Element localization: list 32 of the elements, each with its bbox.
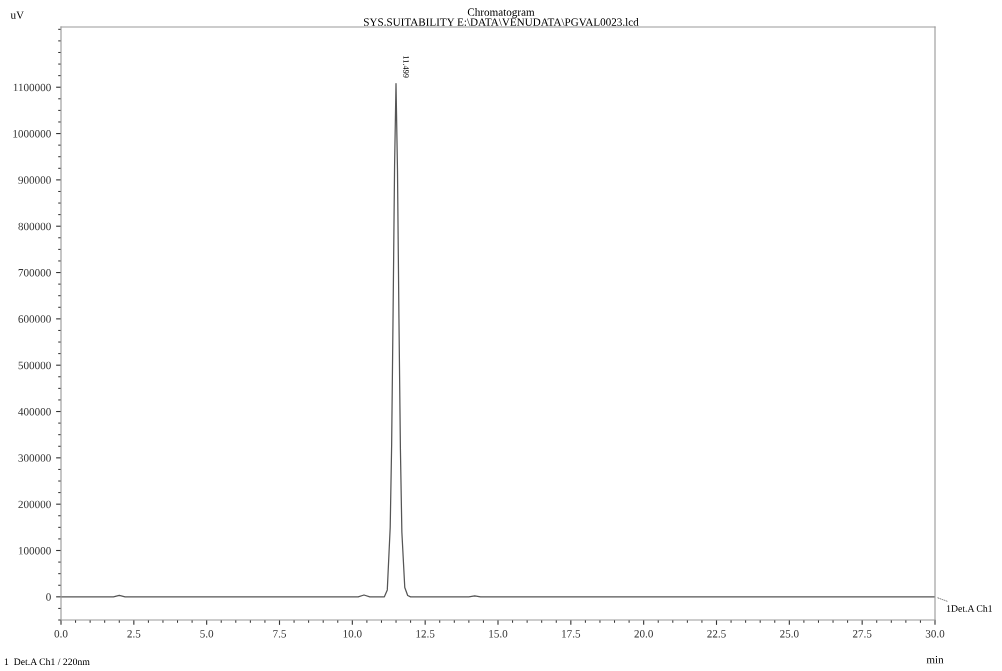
y-tick-label: 900000 <box>18 176 51 184</box>
y-tick-label: 600000 <box>18 315 51 323</box>
x-tick-label: 20.0 <box>634 630 653 638</box>
y-tick-label: 400000 <box>18 407 51 416</box>
annotation: 11.499 <box>403 56 409 78</box>
chart-subtitle: SYS.SUITABILITY E:\DATA\VENUDATA\PGVAL0023.lcd <box>364 18 639 26</box>
x-tick-label: 15.0 <box>489 630 508 638</box>
chart-title: Chromatogram <box>467 8 535 19</box>
annotation: 1Det.A Ch1 <box>946 604 992 612</box>
x-tick-label: 22.5 <box>707 630 726 638</box>
x-tick-label: 12.5 <box>416 630 435 638</box>
x-tick-label: 7.5 <box>273 630 287 638</box>
x-tick-label: 25.0 <box>780 630 799 638</box>
x-tick-label: 5.0 <box>200 630 214 638</box>
text: 1 Det.A Ch1 / 220nm <box>4 658 90 666</box>
y-axis-title: uV <box>10 11 24 19</box>
x-tick-label: 17.5 <box>562 630 581 638</box>
y-tick-label: 300000 <box>18 454 51 462</box>
x-tick-label: 10.0 <box>343 630 362 638</box>
y-tick-label: 500000 <box>18 361 51 370</box>
y-tick-label: 1000000 <box>13 130 51 138</box>
x-tick-label: 30.0 <box>925 630 945 638</box>
x-tick-label: 27.5 <box>852 630 872 638</box>
y-tick-label: 1100000 <box>13 83 51 92</box>
x-axis-title: min <box>926 655 944 664</box>
x-tick-label: 0.0 <box>54 630 68 638</box>
y-tick-label: 700000 <box>18 269 51 277</box>
y-tick-label: 100000 <box>18 546 51 555</box>
x-tick-label: 2.5 <box>127 630 141 638</box>
y-tick-label: 800000 <box>18 222 51 231</box>
y-tick-label: 0 <box>46 593 51 601</box>
y-tick-label: 200000 <box>18 500 51 509</box>
